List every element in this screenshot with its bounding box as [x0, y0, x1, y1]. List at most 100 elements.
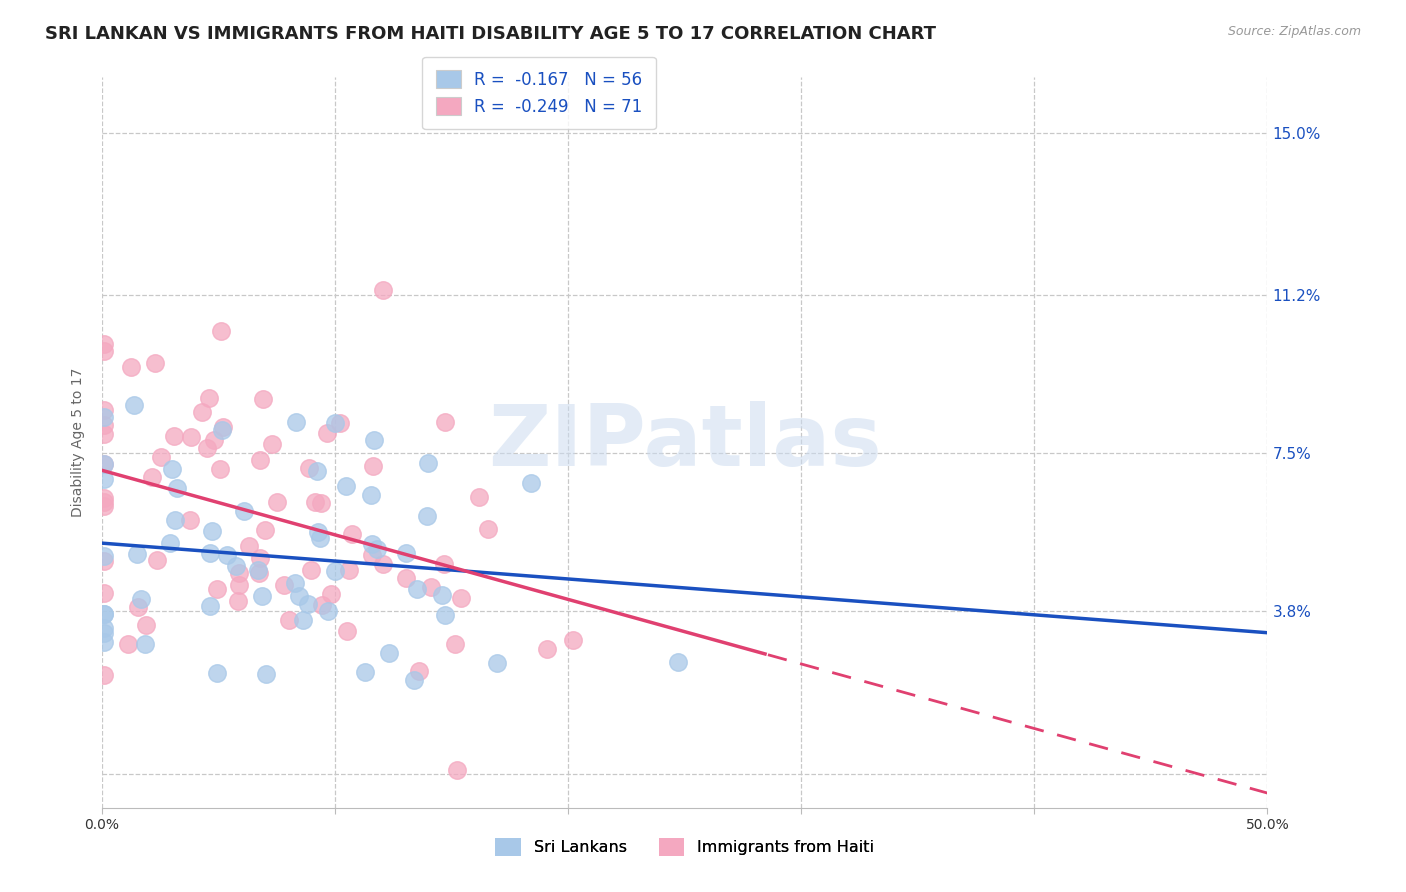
Point — [122, 398, 145, 412]
Point — [315, 425, 337, 440]
Point — [416, 456, 439, 470]
Point — [217, 548, 239, 562]
Point — [205, 666, 228, 681]
Point — [93, 499, 115, 513]
Point — [211, 324, 233, 338]
Text: Source: ZipAtlas.com: Source: ZipAtlas.com — [1227, 25, 1361, 38]
Point — [416, 509, 439, 524]
Point — [394, 571, 416, 585]
Point — [228, 566, 250, 580]
Point — [309, 531, 332, 545]
Point — [180, 430, 202, 444]
Point — [666, 656, 689, 670]
Point — [285, 415, 308, 429]
Point — [366, 542, 388, 557]
Point — [406, 582, 429, 597]
Point — [93, 625, 115, 640]
Point — [562, 632, 585, 647]
Point — [93, 457, 115, 471]
Point — [117, 637, 139, 651]
Point — [249, 453, 271, 467]
Point — [93, 402, 115, 417]
Point — [273, 578, 295, 592]
Point — [166, 481, 188, 495]
Point — [329, 416, 352, 430]
Point — [200, 599, 222, 614]
Point — [93, 427, 115, 442]
Point — [395, 546, 418, 560]
Point — [93, 417, 115, 432]
Point — [212, 419, 235, 434]
Point — [430, 588, 453, 602]
Point — [288, 589, 311, 603]
Point — [402, 673, 425, 687]
Point — [195, 441, 218, 455]
Point — [93, 457, 115, 471]
Point — [361, 548, 384, 562]
Point — [252, 589, 274, 603]
Point — [307, 524, 329, 539]
Legend: Sri Lankans, Immigrants from Haiti: Sri Lankans, Immigrants from Haiti — [489, 832, 880, 862]
Point — [254, 667, 277, 681]
Point — [309, 496, 332, 510]
Point — [127, 548, 149, 562]
Point — [163, 429, 186, 443]
Point — [371, 558, 394, 572]
Point — [134, 637, 156, 651]
Point — [450, 591, 472, 605]
Point — [93, 607, 115, 621]
Point — [378, 646, 401, 660]
Point — [120, 360, 142, 375]
Point — [93, 634, 115, 648]
Point — [277, 613, 299, 627]
Point — [145, 355, 167, 369]
Point — [179, 513, 201, 527]
Point — [93, 586, 115, 600]
Point — [211, 424, 233, 438]
Point — [198, 391, 221, 405]
Point — [266, 495, 288, 509]
Point — [198, 546, 221, 560]
Point — [163, 512, 186, 526]
Point — [93, 549, 115, 563]
Point — [311, 598, 333, 612]
Point — [434, 608, 457, 623]
Point — [354, 665, 377, 680]
Point — [93, 472, 115, 486]
Point — [93, 491, 115, 505]
Point — [191, 405, 214, 419]
Point — [93, 621, 115, 635]
Point — [304, 494, 326, 508]
Point — [408, 664, 430, 678]
Point — [444, 637, 467, 651]
Point — [93, 607, 115, 622]
Point — [360, 488, 382, 502]
Point — [129, 592, 152, 607]
Point — [228, 594, 250, 608]
Point — [262, 437, 284, 451]
Point — [208, 462, 231, 476]
Point — [93, 495, 115, 509]
Point — [225, 559, 247, 574]
Point — [337, 563, 360, 577]
Point — [247, 566, 270, 580]
Point — [299, 563, 322, 577]
Point — [93, 344, 115, 359]
Point — [93, 553, 115, 567]
Point — [150, 450, 173, 464]
Point — [446, 763, 468, 777]
Point — [207, 582, 229, 596]
Point — [297, 461, 319, 475]
Point — [93, 410, 115, 425]
Point — [363, 433, 385, 447]
Point — [485, 657, 508, 671]
Point — [420, 580, 443, 594]
Point — [249, 551, 271, 566]
Point — [284, 575, 307, 590]
Point — [434, 416, 457, 430]
Point — [323, 564, 346, 578]
Text: ZIPatlas: ZIPatlas — [488, 401, 882, 484]
Point — [373, 283, 395, 297]
Text: SRI LANKAN VS IMMIGRANTS FROM HAITI DISABILITY AGE 5 TO 17 CORRELATION CHART: SRI LANKAN VS IMMIGRANTS FROM HAITI DISA… — [45, 25, 936, 43]
Point — [135, 618, 157, 632]
